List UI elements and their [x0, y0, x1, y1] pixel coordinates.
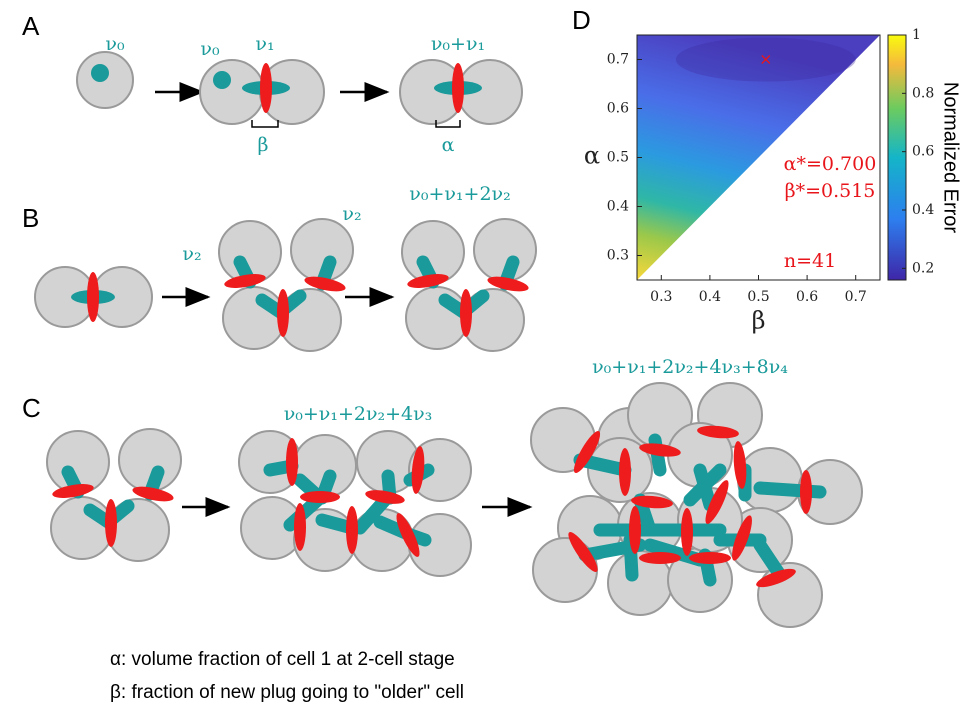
plug: [639, 552, 681, 564]
plug: [294, 503, 306, 551]
colorbar-tick-label: 0.8: [912, 85, 934, 101]
annotation: ν₀+ν₁+2ν₂+4ν₃+8ν₄: [592, 356, 788, 378]
x-axis-label: β: [752, 307, 766, 335]
plug: [800, 470, 812, 514]
plug: [105, 499, 117, 547]
annotation: β: [258, 134, 269, 156]
colorbar-label: Normalized Error: [940, 82, 962, 233]
x-tick-label: 0.6: [796, 289, 818, 305]
plug: [689, 552, 731, 564]
bracket: [252, 120, 278, 127]
annotation: α: [442, 134, 455, 156]
cell: [51, 497, 113, 559]
y-tick-label: 0.4: [607, 199, 629, 215]
y-tick-label: 0.7: [607, 52, 629, 68]
cell: [406, 287, 468, 349]
annotation: n=41: [784, 250, 836, 272]
cell: [409, 514, 471, 576]
figure: A B C D α: volume fraction of cell 1 at …: [0, 0, 973, 708]
y-tick-label: 0.5: [607, 150, 629, 166]
plug: [681, 508, 693, 556]
annotation: ν₀+ν₁: [431, 33, 485, 55]
annotation: ν₂: [342, 203, 361, 225]
plug: [619, 448, 631, 496]
annotation: ν₀+ν₁+2ν₂: [409, 183, 510, 205]
plug: [87, 272, 99, 322]
annotation: α*=0.700: [784, 153, 877, 175]
colorbar-tick-label: 0.6: [912, 144, 934, 160]
plug: [629, 506, 641, 554]
legend-text: α: volume fraction of cell 1 at 2-cell s…: [110, 649, 455, 670]
legend-text: β: fraction of new plug going to "older"…: [110, 682, 464, 703]
plug: [460, 289, 472, 337]
y-tick-label: 0.6: [607, 101, 629, 117]
volume: [213, 71, 231, 89]
annotation: ν₁: [255, 33, 274, 55]
plug: [452, 63, 464, 113]
x-tick-label: 0.5: [747, 289, 769, 305]
cell: [223, 287, 285, 349]
cell: [533, 538, 597, 602]
annotation: ν₂: [182, 243, 201, 265]
annotation: ν₀+ν₁+2ν₂+4ν₃: [284, 403, 433, 425]
x-tick-label: 0.7: [845, 289, 867, 305]
plug: [277, 289, 289, 337]
y-tick-label: 0.3: [607, 248, 629, 264]
y-axis-label: α: [584, 142, 600, 170]
plug: [260, 63, 272, 113]
x-tick-label: 0.4: [699, 289, 721, 305]
colorbar: [888, 35, 906, 280]
colorbar-tick-label: 1: [912, 27, 921, 43]
colorbar-tick-label: 0.4: [912, 202, 934, 218]
panel-label: C: [22, 393, 41, 423]
plug: [346, 506, 358, 554]
x-tick-label: 0.3: [650, 289, 672, 305]
volume: [91, 64, 109, 82]
panel-label: D: [572, 5, 591, 35]
panel-label: A: [22, 11, 40, 41]
plug: [286, 438, 298, 486]
panel-label: B: [22, 203, 39, 233]
colorbar-tick-label: 0.2: [912, 260, 934, 276]
annotation: ν₀: [200, 38, 220, 60]
annotation: β*=0.515: [785, 180, 876, 202]
annotation: ν₀: [105, 33, 125, 55]
plug: [300, 491, 340, 503]
